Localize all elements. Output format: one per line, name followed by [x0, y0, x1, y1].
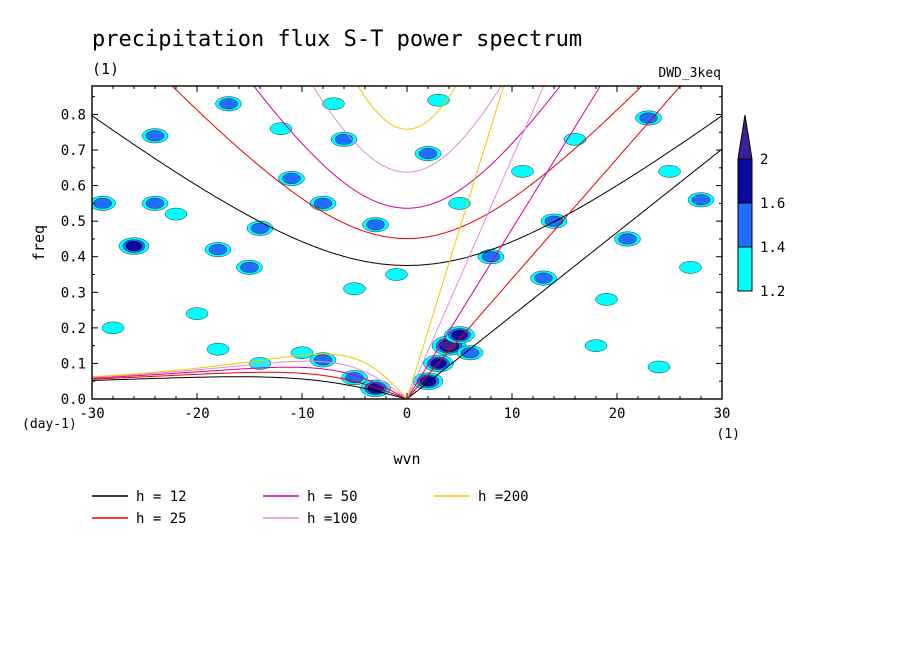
curve-kelvin-h50: [406, 86, 601, 399]
legend-label-h50: h = 50: [307, 489, 358, 505]
legend-label-h12: h = 12: [136, 489, 187, 505]
x-tick-label-4: 10: [504, 406, 521, 422]
axis-ticks: -30 -20 -10 0 10 20 30 0.0 0.1 0.2 0.3 0.4 0.5 0.6 0.7…: [61, 86, 731, 422]
colorbar-label-2: 1.6: [760, 196, 785, 212]
legend-label-h200: h =200: [478, 489, 529, 505]
contour-blob-21-level-2: [282, 173, 301, 184]
y-tick-label-7: 0.7: [61, 143, 86, 159]
curve-ig1-h50: [253, 86, 561, 209]
contour-blob-0-level-3: [367, 383, 384, 394]
curve-ig1-h200: [357, 86, 457, 130]
contour-blob-26-level-1: [385, 268, 408, 281]
contour-blob-45-level-2: [691, 194, 711, 206]
chart-subtitle-left: (1): [92, 60, 119, 78]
y-axis-label: freq: [30, 225, 48, 261]
contour-blob-44-level-1: [647, 360, 671, 374]
contour-blob-25-level-2: [366, 219, 385, 231]
y-tick-label-2: 0.2: [61, 321, 86, 337]
x-tick-label-1: -20: [184, 406, 209, 422]
x-tick-label-5: 20: [609, 406, 626, 422]
contour-blob-39-level-1: [185, 307, 209, 320]
curve-kelvin-h25: [406, 86, 682, 399]
contour-blob-29-level-2: [481, 251, 501, 263]
curve-kelvin-h100: [406, 86, 545, 399]
y-tick-label-1: 0.1: [61, 356, 86, 372]
contour-blob-35-level-2: [639, 112, 658, 124]
contour-blob-12-level-1: [101, 321, 125, 335]
colorbar-arrow: [737, 114, 753, 160]
y-tick-label-4: 0.4: [61, 250, 86, 266]
contour-blob-24-level-1: [343, 282, 366, 295]
curve-kelvin-h200: [406, 86, 505, 399]
contour-blob-30-level-1: [511, 165, 534, 178]
contour-blob-13-level-2: [93, 197, 112, 209]
y-tick-label-0: 0.0: [61, 392, 86, 408]
colorbar: 1.2 1.4 1.6 2: [737, 114, 785, 300]
colorbar-segment-1: [737, 202, 753, 248]
chart-subtitle-right: DWD_3keq: [658, 66, 721, 81]
contour-blob-17-level-2: [208, 244, 228, 256]
legend-label-h100: h =100: [307, 511, 358, 527]
x-tick-label-0: -30: [79, 406, 104, 422]
contour-blob-23-level-2: [334, 133, 354, 145]
legend: h = 12 h = 25 h = 50 h =100 h =200: [92, 489, 529, 527]
contour-blob-19-level-2: [250, 222, 270, 234]
y-tick-label-5: 0.5: [61, 214, 86, 230]
curve-er-h12: [92, 376, 407, 399]
contour-blob-18-level-2: [219, 98, 238, 110]
contour-blob-41-level-1: [322, 97, 345, 110]
curve-kelvin-h12: [406, 148, 722, 399]
dispersion-curves-layer: [92, 86, 722, 399]
contour-blob-3-level-1: [290, 346, 314, 359]
contour-fill-layer: [92, 94, 715, 397]
x-tick-label-3: 0: [403, 406, 411, 422]
contour-blob-16-level-1: [164, 207, 188, 221]
colorbar-segment-2: [737, 158, 753, 204]
contour-blob-11-level-2: [534, 272, 553, 284]
y-tick-label-3: 0.3: [61, 285, 86, 301]
x-axis-label: wvn: [393, 450, 420, 468]
contour-blob-10-level-2: [460, 347, 480, 359]
contour-blob-34-level-2: [618, 233, 637, 245]
curve-ig1-h12: [92, 115, 722, 266]
y-tick-label-6: 0.6: [61, 179, 86, 195]
curve-er-h200: [92, 353, 407, 399]
curve-er-h25: [92, 371, 407, 399]
contour-blob-37-level-1: [679, 261, 702, 274]
contour-blob-40-level-2: [240, 261, 259, 273]
contour-blob-33-level-1: [595, 293, 618, 306]
y-tick-label-8: 0.8: [61, 107, 86, 123]
colorbar-segment-0: [737, 246, 753, 292]
contour-blob-36-level-1: [658, 165, 681, 178]
legend-label-h25: h = 25: [136, 511, 187, 527]
contour-blob-2-level-2: [313, 354, 333, 366]
contour-blob-27-level-2: [418, 148, 438, 159]
contour-blob-28-level-1: [448, 197, 471, 210]
colorbar-label-1: 1.4: [760, 240, 785, 256]
contour-blob-43-level-1: [584, 339, 608, 352]
contour-blob-5-level-1: [206, 343, 230, 356]
chart-title: precipitation flux S-T power spectrum: [92, 27, 582, 52]
contour-blob-14-level-3: [125, 240, 143, 252]
curve-er-h100: [92, 360, 407, 399]
y-unit-label: (day-1): [22, 417, 77, 432]
colorbar-label-3: 2: [760, 152, 768, 168]
x-tick-label-6: 30: [714, 406, 731, 422]
curve-ig1-h25: [171, 86, 643, 240]
contour-blob-22-level-2: [313, 197, 333, 209]
curve-er-h50: [92, 366, 407, 399]
contour-blob-38-level-2: [145, 130, 165, 142]
x-unit-label: (1): [717, 427, 740, 442]
contour-blob-9-level-3: [451, 329, 468, 341]
x-tick-label-2: -10: [289, 406, 314, 422]
colorbar-label-0: 1.2: [760, 284, 785, 300]
contour-blob-15-level-2: [145, 197, 165, 209]
curve-ig1-h100: [312, 86, 502, 173]
